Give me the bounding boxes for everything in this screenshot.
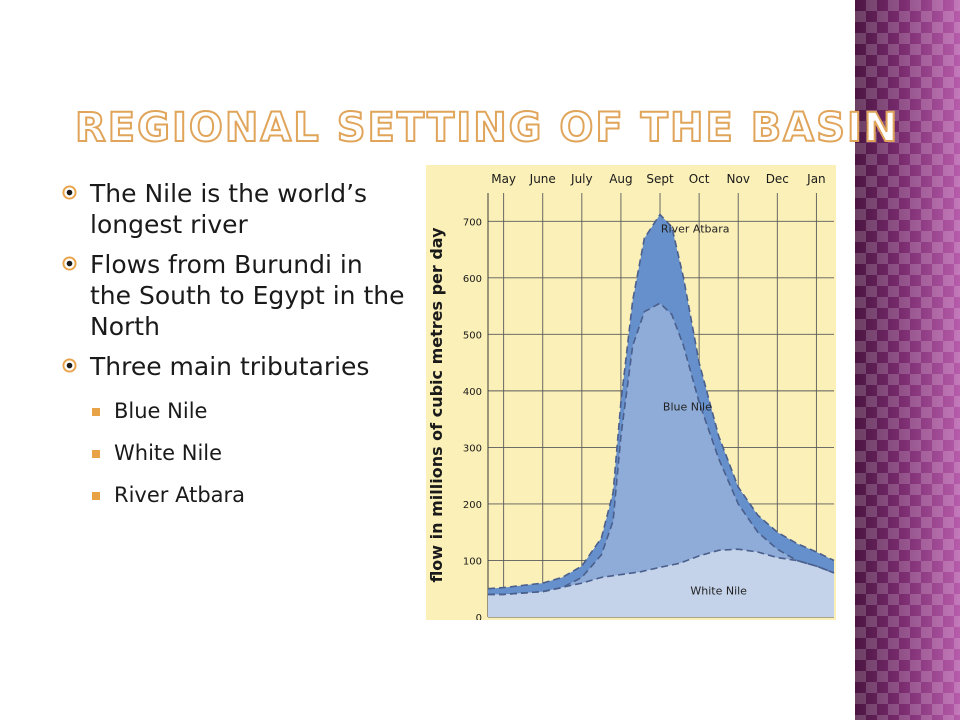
- y-tick-label: 700: [463, 217, 482, 228]
- sub-bullet-item: River Atbara: [62, 482, 407, 508]
- square-icon: [92, 450, 100, 458]
- bullet-item: Flows from Burundi in the South to Egypt…: [62, 249, 407, 342]
- bullet-item: Three main tributaries: [62, 351, 407, 382]
- bullet-text: Three main tributaries: [90, 352, 370, 381]
- sub-bullet-text: River Atbara: [114, 483, 246, 507]
- square-icon: [92, 492, 100, 500]
- bullet-list: The Nile is the world’s longest river Fl…: [62, 178, 407, 524]
- chart-svg: White Nile Blue Nile River Atbara May June Ju…: [426, 165, 836, 620]
- sub-bullet-text: White Nile: [114, 441, 223, 465]
- y-axis-title: flow in millions of cubic metres per day: [427, 227, 446, 583]
- y-tick-label: 600: [463, 274, 482, 285]
- nile-flow-chart: White Nile Blue Nile River Atbara May June Ju…: [426, 165, 836, 620]
- y-tick-label: 0: [476, 613, 482, 620]
- y-tick-label: 200: [463, 500, 482, 511]
- x-tick-label: July: [570, 172, 593, 186]
- series-line: [488, 302, 835, 596]
- series-label: White Nile: [690, 584, 747, 597]
- y-tick-label: 500: [463, 330, 482, 341]
- x-tick-label: Nov: [727, 172, 750, 186]
- y-tick-label: 100: [463, 556, 482, 567]
- slide-title: Regional setting of the basin: [74, 104, 900, 152]
- x-tick-label: Jan: [806, 172, 826, 186]
- y-tick-label: 400: [463, 387, 482, 398]
- y-tick-label: 300: [463, 443, 482, 454]
- circled-target-icon: [62, 185, 77, 200]
- series-line: [488, 548, 835, 596]
- bullet-text: Flows from Burundi in the South to Egypt…: [90, 250, 405, 341]
- sub-bullet-text: Blue Nile: [114, 399, 208, 423]
- sub-bullet-item: White Nile: [62, 440, 407, 466]
- bullet-item: The Nile is the world’s longest river: [62, 178, 407, 240]
- sub-bullet-item: Blue Nile: [62, 398, 407, 424]
- x-tick-label: Oct: [689, 172, 710, 186]
- x-tick-label: May: [491, 172, 516, 186]
- bullet-text: The Nile is the world’s longest river: [90, 179, 368, 239]
- area-series: [488, 303, 834, 617]
- x-tick-label: June: [529, 172, 556, 186]
- square-icon: [92, 408, 100, 416]
- decorative-side-strip: [855, 0, 960, 720]
- x-tick-label: Aug: [609, 172, 632, 186]
- series-label: River Atbara: [661, 223, 730, 236]
- circled-target-icon: [62, 358, 77, 373]
- series-line: [487, 213, 835, 590]
- series-label: Blue Nile: [663, 401, 712, 414]
- area-series: [488, 549, 834, 617]
- circled-target-icon: [62, 256, 77, 271]
- x-tick-label: Sept: [646, 172, 674, 186]
- x-tick-label: Dec: [766, 172, 789, 186]
